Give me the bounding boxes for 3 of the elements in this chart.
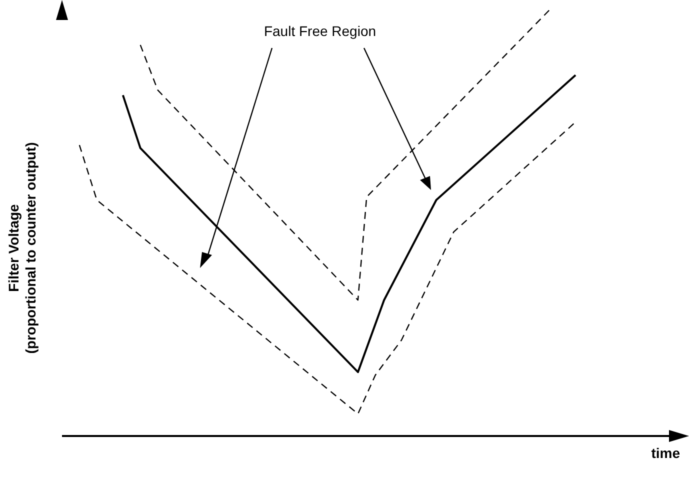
x-axis-title: time bbox=[651, 445, 680, 461]
annotation: Fault Free Region bbox=[264, 23, 376, 39]
y-axis-title: Filter Voltage (proportional to counter output) bbox=[6, 142, 38, 354]
